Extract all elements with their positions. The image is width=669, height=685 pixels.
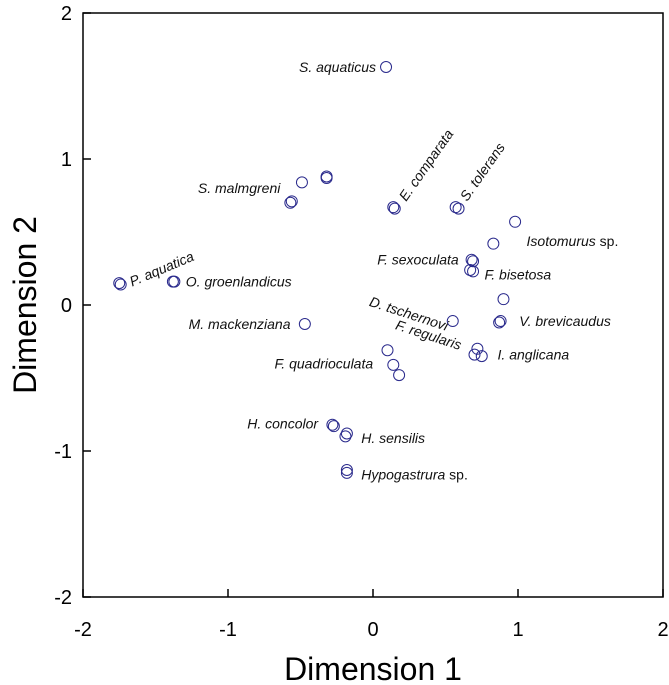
point-label: M. mackenziana — [189, 316, 291, 332]
point-label: F. sexoculata — [377, 252, 459, 268]
data-point — [509, 215, 522, 228]
data-point — [326, 418, 339, 431]
data-point — [464, 263, 477, 276]
y-axis-title: Dimension 2 — [7, 216, 43, 394]
data-points — [113, 61, 522, 479]
data-point — [387, 201, 400, 214]
data-point — [340, 427, 353, 440]
data-point — [465, 253, 478, 266]
data-point — [493, 316, 506, 329]
data-point — [393, 369, 406, 382]
data-point — [340, 463, 353, 476]
x-tick-label: -1 — [219, 619, 237, 641]
data-point — [446, 315, 459, 328]
data-point — [381, 344, 394, 357]
point-label: S. tolerans — [456, 140, 508, 204]
point-label: F. quadrioculata — [275, 355, 374, 371]
y-tick-label: 1 — [61, 149, 72, 171]
data-point — [339, 430, 352, 443]
data-point — [467, 255, 480, 268]
y-tick-label: -2 — [54, 587, 72, 609]
data-point — [380, 61, 393, 74]
data-point — [285, 195, 298, 208]
data-point — [452, 202, 465, 215]
point-label: I. anglicana — [498, 347, 570, 363]
point-label: S. malmgreni — [198, 180, 281, 196]
data-point — [298, 317, 311, 330]
x-tick-label: 1 — [512, 619, 523, 641]
data-point — [487, 237, 500, 250]
point-label: H. concolor — [247, 415, 319, 431]
data-point — [471, 342, 484, 355]
point-label: O. groenlandicus — [186, 274, 292, 290]
data-point — [497, 293, 510, 306]
data-point — [340, 466, 353, 479]
data-point — [387, 358, 400, 371]
x-tick-label: 0 — [367, 619, 378, 641]
data-point — [467, 265, 480, 278]
x-tick-label: 2 — [657, 619, 668, 641]
point-label: V. brevicaudus — [519, 313, 611, 329]
data-point — [166, 275, 179, 288]
data-point — [388, 202, 401, 215]
y-tick-label: 0 — [61, 295, 72, 317]
point-label: H. sensilis — [361, 430, 425, 446]
x-axis-title: Dimension 1 — [284, 651, 462, 685]
point-label: F. bisetosa — [485, 266, 552, 282]
point-label: S. aquaticus — [299, 59, 376, 75]
point-label: Isotomurus sp. — [527, 233, 619, 249]
point-label: E. comparata — [396, 126, 457, 204]
point-label: Hypogastrura sp. — [361, 466, 468, 482]
data-point — [468, 348, 481, 361]
x-tick-label: -2 — [74, 619, 92, 641]
data-point — [284, 196, 297, 209]
point-labels: S. aquaticus S. malmgreni E. comparata S. t… — [127, 59, 618, 482]
data-point — [494, 315, 507, 328]
data-point — [295, 176, 308, 189]
data-point — [114, 278, 127, 291]
y-tick-label: 2 — [61, 3, 72, 25]
data-point — [449, 201, 462, 214]
axis-ticks: -2 -1 0 1 2 -2 -1 0 1 2 — [54, 3, 668, 641]
data-point — [113, 277, 126, 290]
y-tick-label: -1 — [54, 441, 72, 463]
data-point — [320, 170, 333, 183]
data-point — [327, 420, 340, 433]
data-point — [475, 350, 488, 363]
